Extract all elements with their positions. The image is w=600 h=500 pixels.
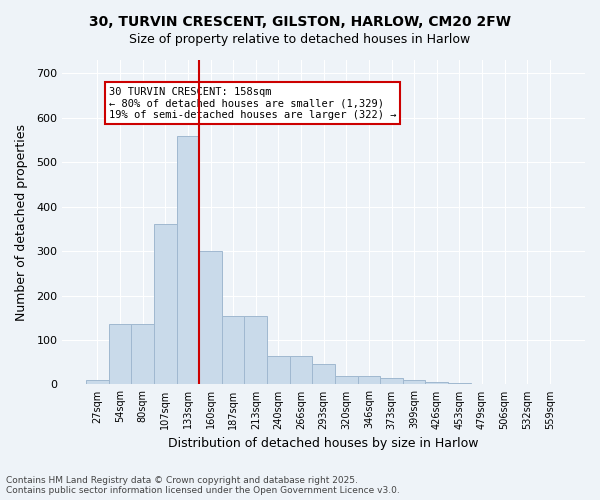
Bar (176, 136, 199, 384)
Bar (425, 382, 448, 384)
Bar (154, 224, 176, 384)
Bar (380, 378, 403, 384)
X-axis label: Distribution of detached houses by size in Harlow: Distribution of detached houses by size … (169, 437, 479, 450)
Text: 30 TURVIN CRESCENT: 158sqm
← 80% of detached houses are smaller (1,329)
19% of s: 30 TURVIN CRESCENT: 158sqm ← 80% of deta… (109, 86, 396, 120)
Bar (199, 251, 222, 384)
Text: Contains HM Land Registry data © Crown copyright and database right 2025.
Contai: Contains HM Land Registry data © Crown c… (6, 476, 400, 495)
Bar (131, 324, 154, 384)
Bar (403, 380, 425, 384)
Bar (313, 364, 335, 384)
Text: 30, TURVIN CRESCENT, GILSTON, HARLOW, CM20 2FW: 30, TURVIN CRESCENT, GILSTON, HARLOW, CM… (89, 15, 511, 29)
Bar (222, 316, 244, 384)
Bar (244, 316, 267, 384)
Bar (109, 324, 131, 384)
Bar (290, 356, 313, 384)
Bar (335, 376, 358, 384)
Y-axis label: Number of detached properties: Number of detached properties (15, 124, 28, 320)
Bar (267, 356, 290, 384)
Bar (86, 380, 109, 384)
Text: Size of property relative to detached houses in Harlow: Size of property relative to detached ho… (130, 32, 470, 46)
Bar (448, 383, 471, 384)
Bar (358, 376, 380, 384)
